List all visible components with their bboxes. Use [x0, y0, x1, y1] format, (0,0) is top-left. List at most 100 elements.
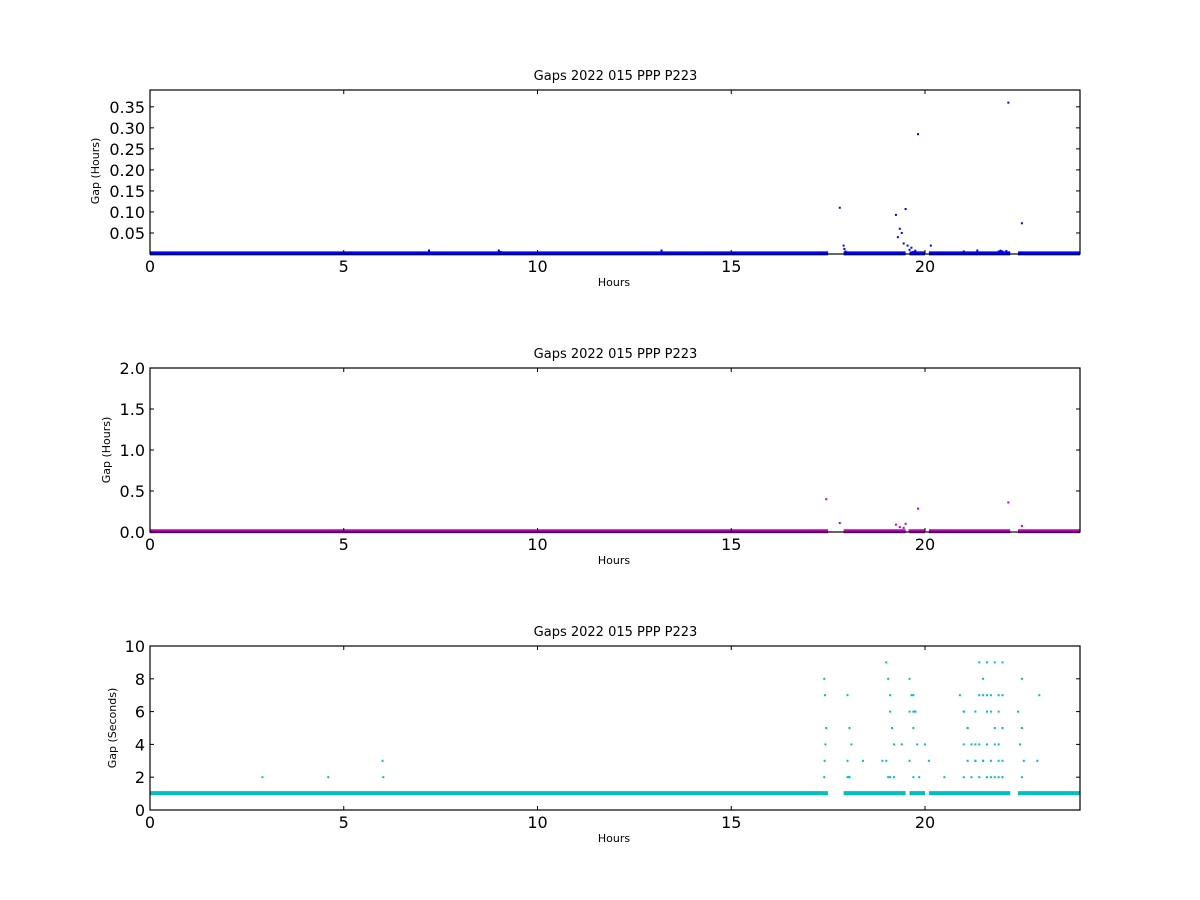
data-point	[1017, 710, 1019, 713]
data-point	[914, 249, 917, 252]
chart-panel-gap-seconds: Gaps 2022 015 PPP P223 Hours Gap (Second…	[106, 625, 1081, 845]
y-axis-label: Gap (Hours)	[100, 417, 113, 484]
y-tick-label: 0.35	[109, 98, 145, 117]
data-point	[900, 743, 903, 746]
data-point	[929, 244, 932, 247]
x-axis-label: Hours	[598, 276, 630, 289]
data-point	[824, 743, 827, 746]
data-point	[499, 250, 502, 253]
data-point	[900, 231, 903, 234]
x-tick-label: 15	[721, 535, 741, 554]
data-point	[978, 743, 981, 746]
data-point	[982, 694, 985, 697]
data-point	[862, 759, 864, 762]
data-point	[910, 246, 913, 249]
data-point	[918, 776, 921, 779]
x-axis-label: Hours	[598, 832, 630, 845]
data-point	[889, 776, 892, 779]
x-tick-label: 5	[339, 813, 349, 832]
data-point	[902, 242, 905, 245]
x-tick-label: 20	[915, 535, 935, 554]
data-point	[381, 759, 384, 762]
data-point	[908, 677, 911, 680]
data-point	[986, 710, 988, 713]
data-point	[1001, 694, 1004, 697]
data-point	[966, 759, 969, 762]
data-point	[978, 661, 981, 664]
chart-title: Gaps 2022 015 PPP P223	[534, 625, 698, 640]
data-point	[962, 710, 965, 713]
data-point	[908, 248, 911, 251]
data-point	[824, 694, 827, 697]
y-tick-label: 0.15	[109, 182, 145, 201]
data-point	[1001, 250, 1004, 253]
data-point	[997, 694, 1000, 697]
y-tick-label: 10	[125, 637, 145, 656]
data-point	[974, 759, 977, 762]
data-point	[978, 694, 981, 697]
data-point	[982, 677, 985, 680]
data-point	[881, 759, 884, 762]
data-point	[958, 694, 961, 697]
data-point	[898, 227, 901, 230]
data-point	[887, 677, 890, 680]
data-point	[848, 727, 851, 729]
data-point	[823, 759, 826, 762]
data-point	[842, 244, 845, 247]
data-point	[846, 694, 849, 697]
data-point	[885, 661, 888, 664]
data-point	[943, 776, 946, 779]
data-point	[823, 776, 826, 779]
data-point	[904, 208, 907, 211]
x-axis-label: Hours	[598, 554, 630, 567]
data-point	[989, 759, 992, 762]
data-point	[917, 133, 920, 136]
data-point	[974, 743, 977, 746]
data-point	[1001, 661, 1004, 664]
data-point	[1018, 743, 1021, 746]
data-point	[993, 743, 996, 746]
x-tick-label: 15	[721, 813, 741, 832]
chart-panel-gap-hours-middle: Gaps 2022 015 PPP P223 Hours Gap (Hours)…	[100, 347, 1081, 567]
data-point	[1020, 525, 1023, 528]
data-point	[986, 743, 988, 746]
y-tick-label: 2	[135, 768, 145, 787]
data-point	[904, 522, 907, 525]
data-point	[986, 661, 988, 664]
data-point	[823, 677, 826, 680]
data-point	[1020, 776, 1023, 779]
x-tick-label: 5	[339, 535, 349, 554]
y-tick-label: 4	[135, 735, 145, 754]
y-tick-label: 0.30	[109, 119, 145, 138]
data-point	[327, 776, 330, 779]
data-point	[1020, 222, 1023, 225]
y-tick-label: 6	[135, 703, 145, 722]
data-point	[843, 247, 846, 250]
x-tick-label: 10	[527, 535, 547, 554]
data-point	[889, 694, 892, 697]
data-point	[898, 526, 901, 529]
y-axis-label: Gap (Seconds)	[106, 688, 119, 769]
data-point	[885, 759, 888, 762]
data-point	[997, 776, 1000, 779]
chart-title: Gaps 2022 015 PPP P223	[534, 347, 698, 362]
data-point	[908, 710, 911, 713]
data-point	[986, 776, 988, 779]
data-point	[917, 507, 920, 510]
data-point	[844, 250, 847, 253]
data-point	[989, 710, 992, 713]
x-tick-label: 10	[527, 813, 547, 832]
data-point	[838, 206, 841, 209]
data-point	[846, 776, 849, 779]
data-point	[848, 776, 851, 779]
data-point	[976, 249, 979, 252]
data-point	[966, 727, 969, 729]
data-point	[978, 776, 981, 779]
data-point	[912, 727, 915, 729]
chart-title: Gaps 2022 015 PPP P223	[534, 69, 698, 84]
data-point	[908, 759, 911, 762]
x-tick-label: 5	[339, 257, 349, 276]
data-point	[993, 661, 996, 664]
data-point	[997, 710, 1000, 713]
data-point	[902, 526, 905, 529]
